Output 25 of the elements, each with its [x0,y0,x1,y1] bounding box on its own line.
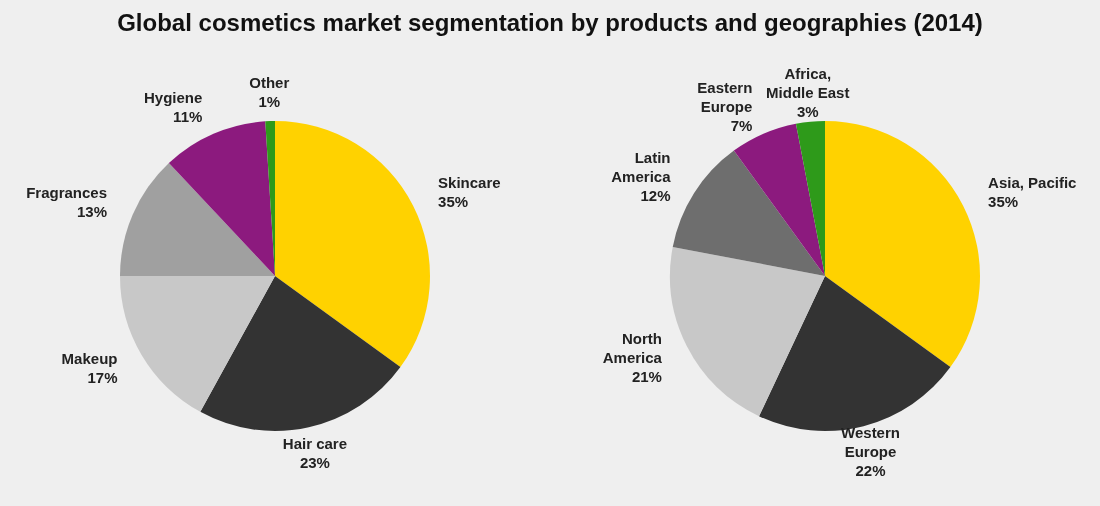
data-label: 11% [173,107,203,125]
slice-label: Makeup [61,349,118,367]
data-label: 1% [258,92,281,110]
slice-label: Hygiene [143,88,203,106]
data-label: 35% [438,192,469,210]
slice-label: Western Europe [841,424,900,461]
slice-label: North America [602,330,663,367]
data-label: 35% [988,192,1019,210]
data-label: 22% [855,462,886,480]
data-label: 12% [640,187,671,205]
data-label: 17% [87,368,118,386]
slice-label: Fragrances [26,183,108,201]
data-label: 13% [77,202,108,220]
slice-label: Hair care [282,435,348,453]
slice-label: Eastern Europe [697,79,753,116]
slice-label: Latin America [611,149,672,186]
slice-label: Skincare [438,173,501,191]
data-label: 21% [631,368,662,386]
data-label: 3% [796,102,819,120]
data-label: 7% [730,117,753,135]
slice-label: Africa, Middle East [766,64,850,101]
slice-label: Other [249,73,290,91]
slice-label: Asia, Pacific [988,173,1077,191]
text: Global cosmetics market segmentation by products and geographies (2014) [116,8,984,38]
data-label: 23% [299,454,330,472]
